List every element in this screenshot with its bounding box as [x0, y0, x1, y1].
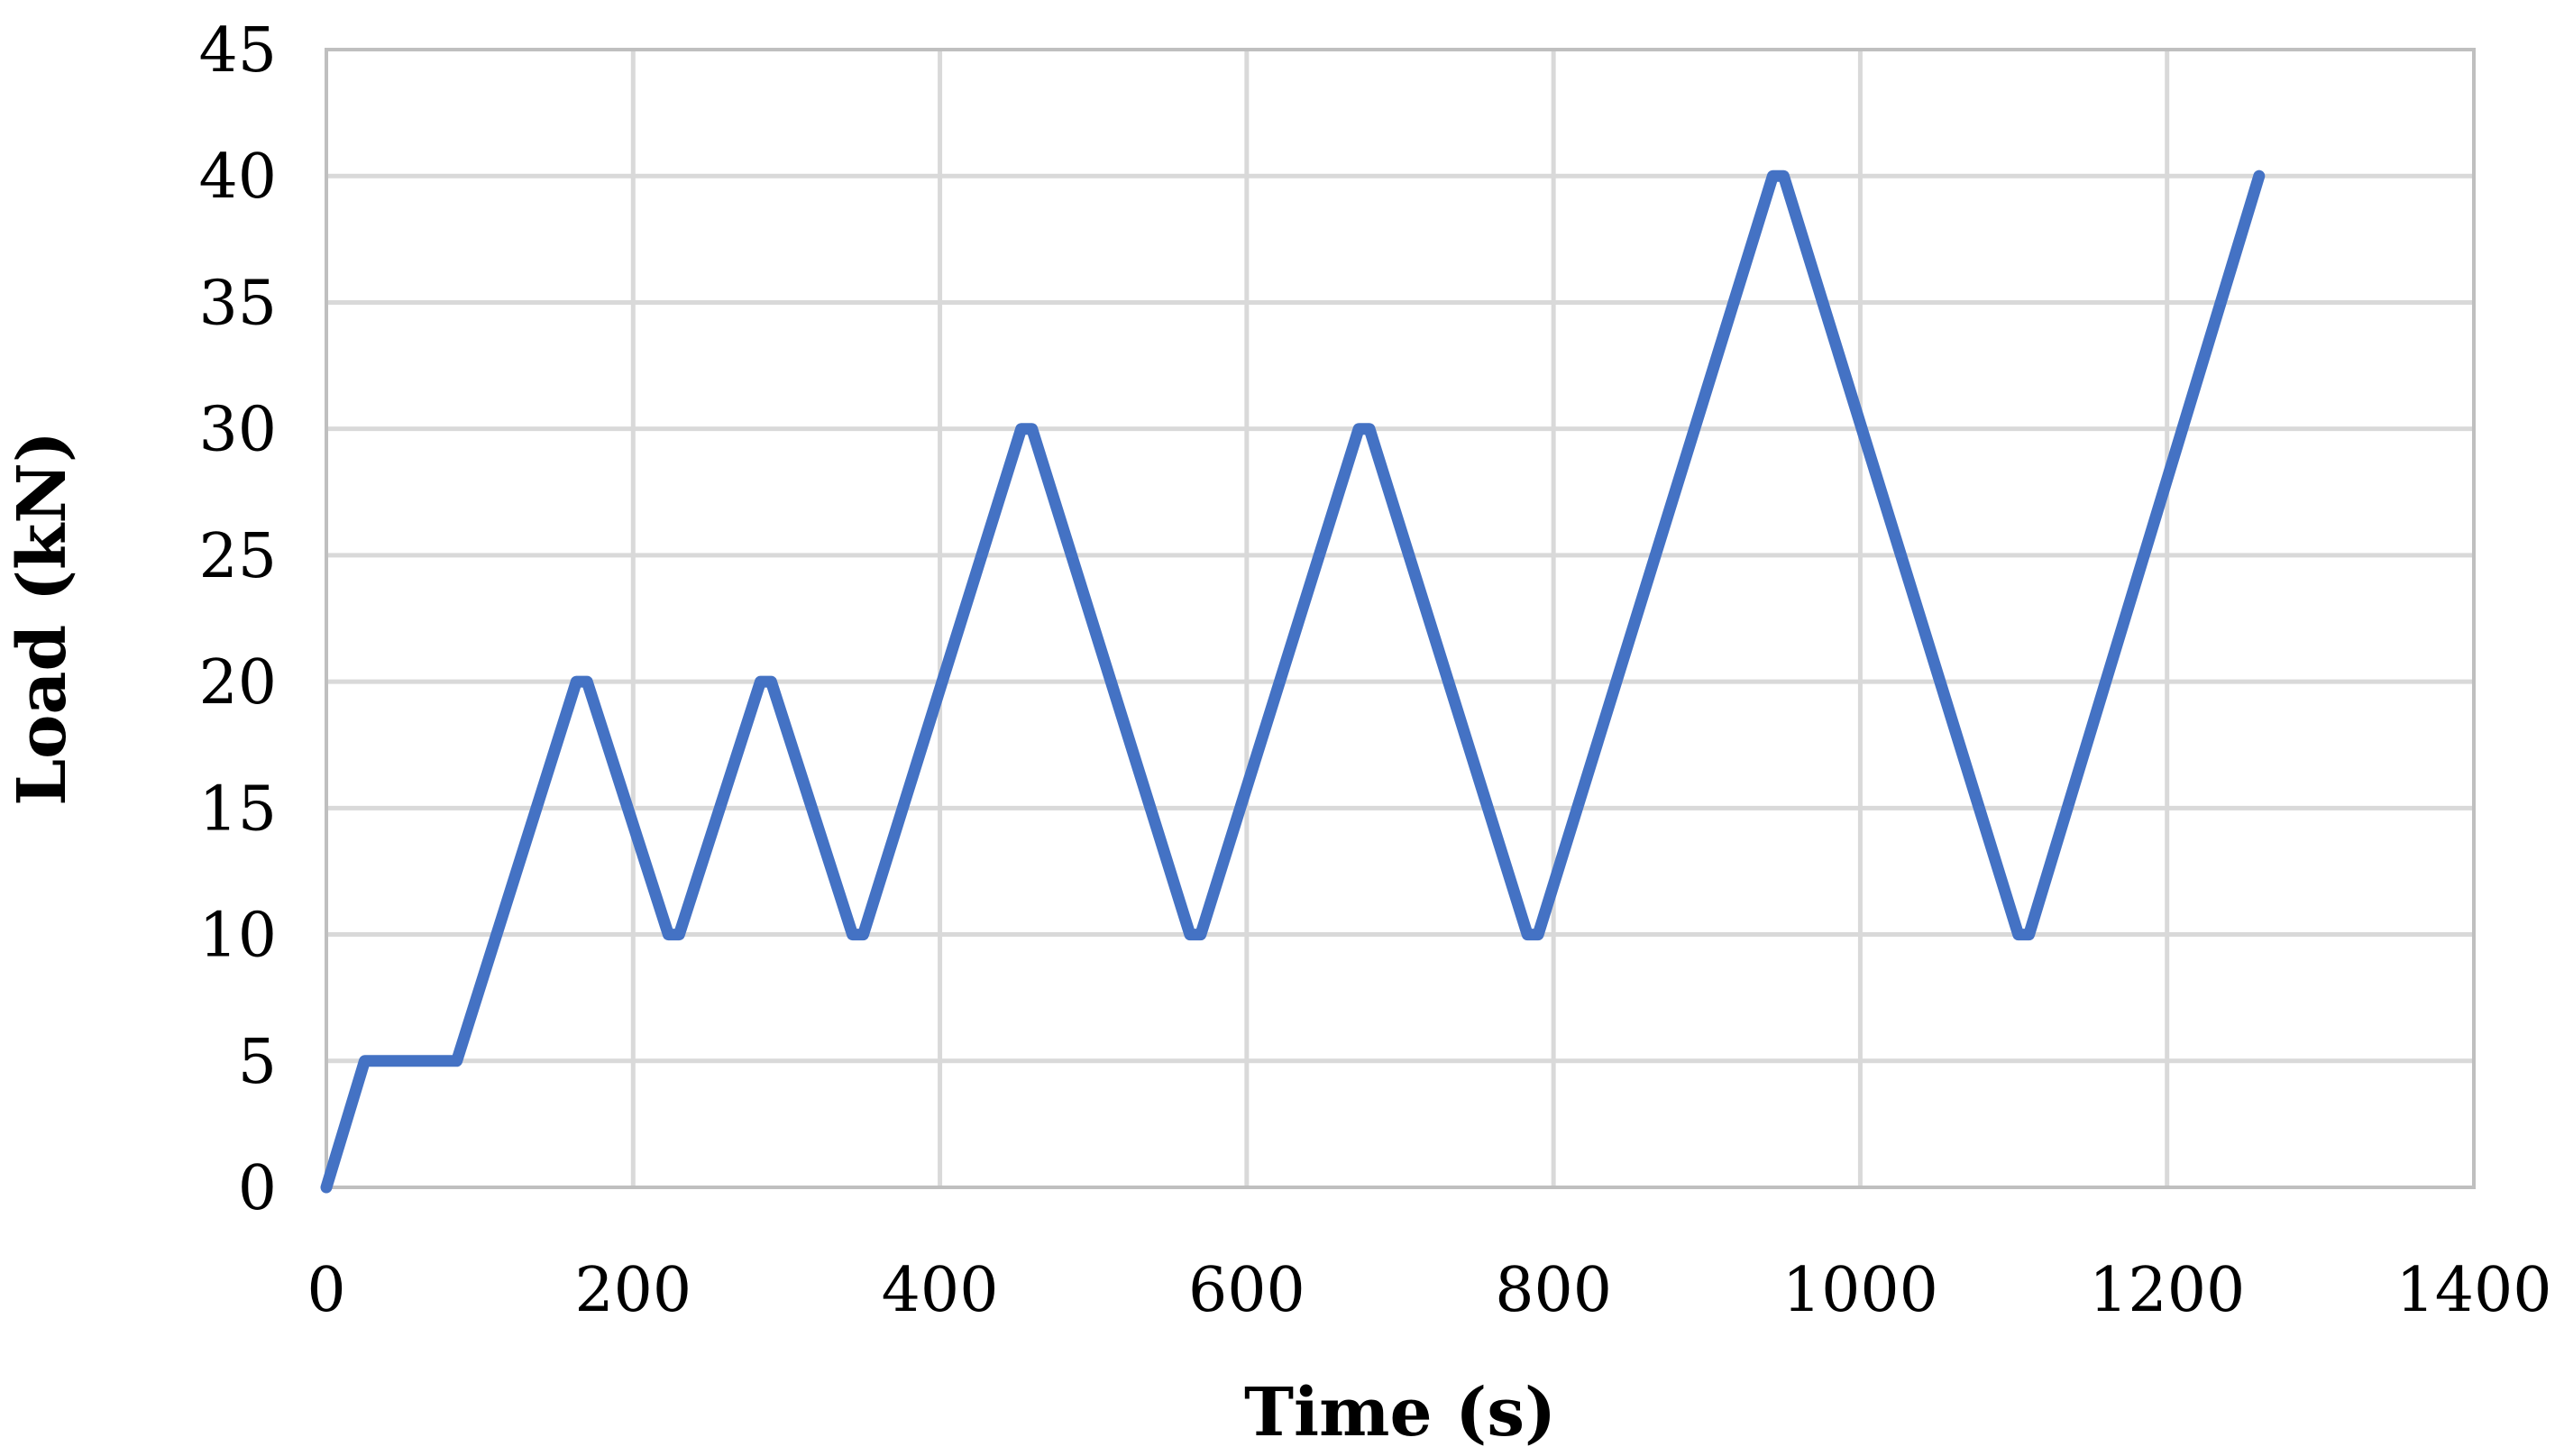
x-tick-label: 200: [574, 1255, 691, 1326]
x-tick-label: 400: [882, 1255, 999, 1326]
y-tick-label: 45: [198, 15, 277, 87]
plot-frame: [325, 48, 2476, 1189]
x-axis-ticks: 0 200 400 600 800 1000 1200 1400: [307, 1255, 2551, 1326]
y-tick-label: 35: [198, 268, 277, 339]
y-tick-label: 5: [238, 1027, 277, 1098]
y-tick-label: 25: [198, 521, 277, 592]
series-line: [320, 169, 2266, 1194]
y-tick-label: 20: [198, 647, 277, 719]
x-tick-label: 1000: [1782, 1255, 1938, 1326]
x-tick-label: 800: [1495, 1255, 1612, 1326]
y-tick-label: 10: [198, 901, 277, 972]
y-tick-label: 40: [198, 142, 277, 213]
series-layer: [320, 169, 2266, 1194]
y-tick-label: 15: [198, 774, 277, 845]
grid: [326, 50, 2474, 1187]
x-tick-label: 0: [307, 1255, 345, 1326]
y-axis-title: Load (kN): [4, 431, 81, 806]
y-axis-ticks: 0 5 10 15 20 25 30 35 40 45: [198, 15, 277, 1224]
x-tick-label: 600: [1188, 1255, 1305, 1326]
y-tick-label: 30: [198, 395, 277, 466]
x-tick-label: 1200: [2089, 1255, 2245, 1326]
x-tick-label: 1400: [2395, 1255, 2551, 1326]
y-tick-label: 0: [238, 1153, 277, 1224]
x-axis-title: Time (s): [1244, 1374, 1556, 1451]
